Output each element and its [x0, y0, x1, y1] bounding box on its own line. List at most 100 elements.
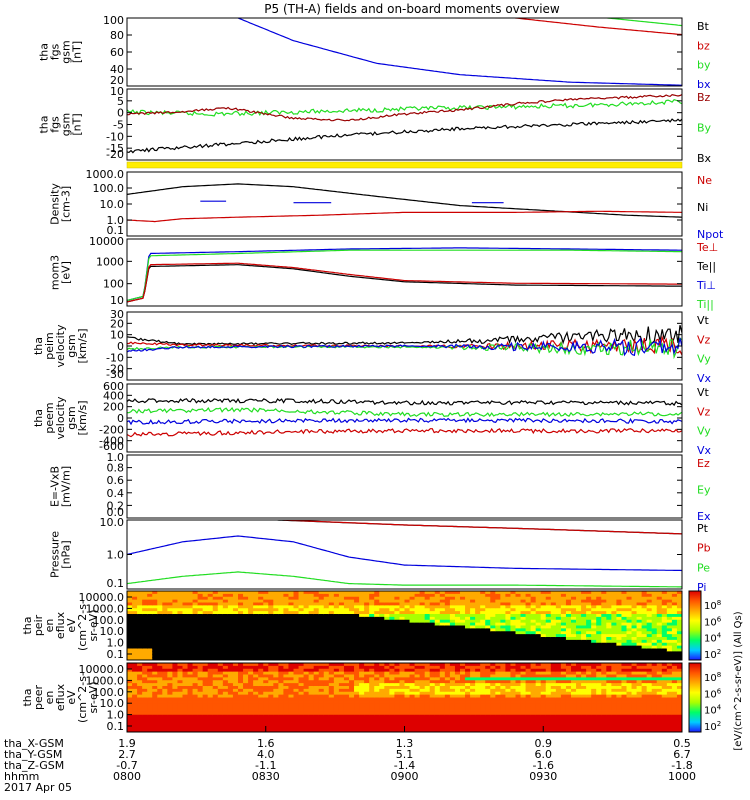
heatmap-cell [232, 628, 239, 632]
heatmap-cell [283, 706, 290, 710]
heatmap-cell [414, 602, 421, 606]
heatmap-cell [586, 642, 592, 647]
heatmap-cell [490, 729, 496, 732]
heatmap-cell [232, 642, 239, 647]
heatmap-cell [359, 614, 365, 618]
heatmap-cell [137, 642, 143, 647]
heatmap-cell [278, 639, 285, 644]
heatmap-cell [318, 691, 325, 696]
heatmap-cell [162, 614, 168, 618]
heatmap-cell [555, 622, 562, 627]
heatmap-cell [127, 593, 133, 598]
heatmap-cell [535, 691, 542, 696]
heatmap-cell [288, 619, 295, 624]
heatmap-cell [227, 637, 234, 641]
heatmap-cell [560, 642, 567, 647]
y-axis-label: peim [43, 332, 56, 360]
heatmap-cell [283, 602, 290, 606]
heatmap-cell [596, 605, 602, 609]
heatmap-cell [454, 674, 461, 678]
heatmap-cell [510, 611, 517, 615]
heatmap-cell [369, 703, 375, 707]
heatmap-cell [137, 688, 143, 693]
heatmap-cell [636, 614, 643, 618]
heatmap-cell [222, 637, 229, 641]
heatmap-cell [550, 697, 557, 701]
heatmap-cell [303, 726, 310, 730]
heatmap-cell [389, 596, 396, 601]
series-group [127, 247, 682, 303]
heatmap-cell [505, 717, 512, 722]
heatmap-cell [374, 720, 380, 724]
heatmap-cell [192, 697, 199, 701]
panels: 10080604020thafgsgsm[nT]Btbzbybx1050-5-1… [21, 14, 744, 751]
heatmap-cell [197, 665, 204, 670]
heatmap-cell [510, 634, 517, 638]
y-axis-label: [km/s] [76, 328, 89, 363]
heatmap-cell [656, 628, 663, 632]
heatmap-cell [142, 688, 148, 693]
heatmap-cell [444, 628, 451, 632]
heatmap-cell [495, 694, 501, 699]
heatmap-cell [182, 622, 189, 627]
heatmap-cell [434, 683, 441, 687]
heatmap-cell [384, 665, 390, 670]
heatmap-cell [374, 663, 380, 667]
heatmap-cell [167, 674, 174, 678]
heatmap-cell [606, 622, 612, 627]
heatmap-cell [147, 668, 153, 673]
heatmap-cell [515, 686, 522, 690]
heatmap-cell [540, 619, 547, 624]
heatmap-cell [485, 634, 491, 638]
heatmap-cell [444, 665, 451, 670]
heatmap-cell [666, 634, 673, 638]
heatmap-cell [273, 637, 279, 641]
colorbar-tick-exp: 8 [717, 599, 721, 607]
heatmap-cell [475, 726, 481, 730]
heatmap-cell [142, 611, 148, 615]
heatmap-cell [454, 668, 461, 673]
heatmap-cell [288, 668, 295, 673]
heatmap-cell [510, 639, 517, 644]
y-tick-label: 0.0 [107, 506, 125, 519]
heatmap-cell [666, 631, 673, 635]
heatmap-cell [379, 608, 385, 612]
heatmap-cell [389, 688, 396, 693]
heatmap-cell [601, 611, 607, 615]
heatmap-cell [162, 694, 168, 699]
heatmap-cell [515, 720, 522, 724]
heatmap-cell [182, 691, 189, 696]
heatmap-cell [525, 711, 532, 716]
heatmap-cell [227, 688, 234, 693]
heatmap-cell [283, 608, 290, 612]
heatmap-cell [328, 691, 335, 696]
heatmap-cell [419, 642, 426, 647]
heatmap-cell [480, 657, 486, 660]
heatmap-cell [212, 677, 219, 681]
heatmap-cell [243, 711, 249, 716]
heatmap-cell [177, 697, 184, 701]
heatmap-cell [429, 645, 436, 650]
heatmap-cell [338, 686, 345, 690]
heatmap-cell [227, 622, 234, 627]
heatmap-cell [187, 677, 194, 681]
y-tick-label: 100 [103, 14, 124, 27]
heatmap-cell [227, 723, 234, 727]
heatmap-cell [323, 677, 330, 681]
heatmap-cell [338, 639, 345, 644]
heatmap-cell [651, 622, 658, 627]
heatmap-cell [283, 648, 290, 652]
heatmap-cell [535, 599, 542, 604]
heatmap-cell [238, 729, 244, 732]
heatmap-cell [404, 706, 411, 710]
heatmap-cell [328, 683, 335, 687]
heatmap-cell [429, 642, 436, 647]
heatmap-cell [192, 717, 199, 722]
heatmap-cell [338, 614, 345, 618]
heatmap-cell [454, 665, 461, 670]
heatmap-cell [439, 611, 446, 615]
heatmap-cell [303, 637, 310, 641]
heatmap-cell [449, 591, 456, 595]
heatmap-cell [520, 674, 527, 678]
heatmap-cell [283, 651, 290, 655]
